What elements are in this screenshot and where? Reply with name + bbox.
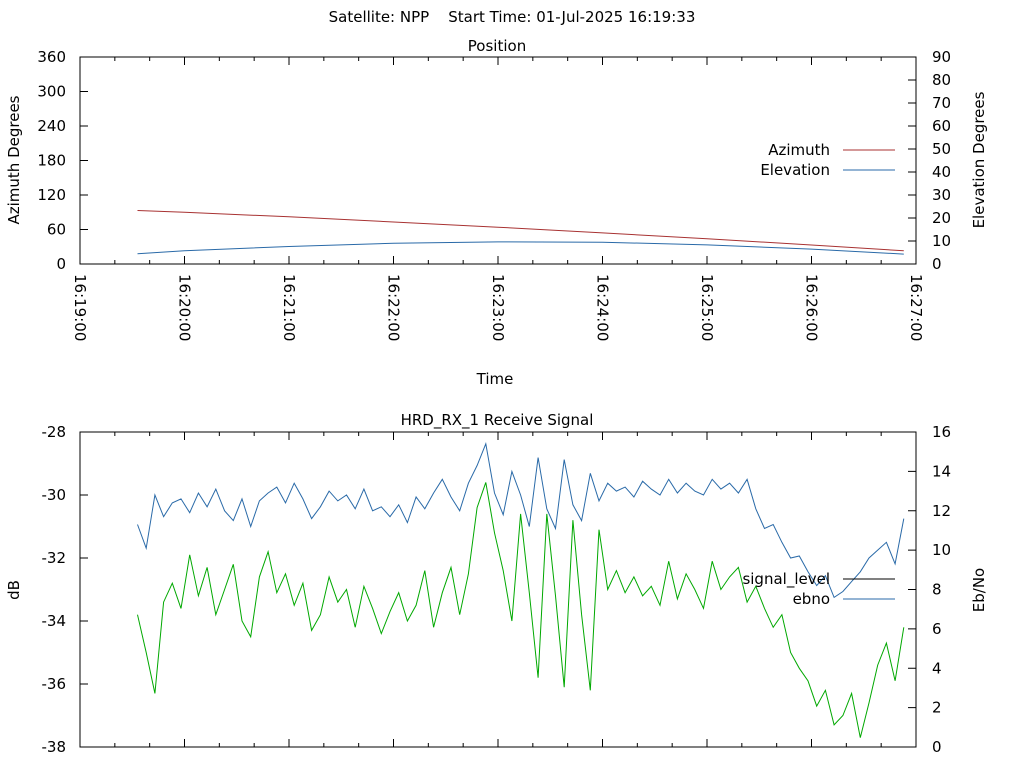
legend-label: ebno <box>793 590 830 608</box>
y-tick-label: 300 <box>37 83 66 101</box>
signal-y-ticks: -38 -36 -34 -32 -30 -28 <box>42 423 88 756</box>
y2-tick-label: 50 <box>932 140 951 158</box>
y2-tick-label: 6 <box>932 620 942 638</box>
x-tick-label: 16:25:00 <box>698 274 716 341</box>
x-tick-label: 16:27:00 <box>907 274 925 341</box>
y-tick-label: 360 <box>37 48 66 66</box>
y2-tick-label: 20 <box>932 209 951 227</box>
signal-panel: HRD_RX_1 Receive Signal -38-36-34-32-30-… <box>5 411 988 756</box>
legend-label: Azimuth <box>768 141 830 159</box>
y2-tick-label: 10 <box>932 541 951 559</box>
y2-tick-label: 4 <box>932 659 942 677</box>
y2-tick-label: 14 <box>932 462 951 480</box>
y2-tick-label: 80 <box>932 71 951 89</box>
position-y-axis-label: Azimuth Degrees <box>5 95 23 224</box>
y2-tick-label: 40 <box>932 163 951 181</box>
position-y2-ticks: 0 10 20 30 40 50 60 70 80 90 <box>908 48 951 273</box>
y2-tick-label: 70 <box>932 94 951 112</box>
signal-y-axis-label: dB <box>5 580 23 600</box>
legend-label: Elevation <box>760 161 830 179</box>
signal-x-ticks <box>79 432 917 747</box>
position-y2-axis-label: Elevation Degrees <box>970 91 988 228</box>
x-tick-label: 16:23:00 <box>489 274 507 341</box>
y2-tick-label: 12 <box>932 502 951 520</box>
y-tick-label: -30 <box>42 486 67 504</box>
y-tick-label: -38 <box>42 738 67 756</box>
y-tick-label: -36 <box>42 675 67 693</box>
y-tick-label: 0 <box>56 255 66 273</box>
series-line-elevation <box>137 241 904 255</box>
y-tick-label: -28 <box>42 423 67 441</box>
y2-tick-label: 90 <box>932 48 951 66</box>
page-title: Satellite: NPP Start Time: 01-Jul-2025 1… <box>329 8 696 26</box>
x-tick-label: 16:26:00 <box>803 274 821 341</box>
series-line-ebno <box>137 441 905 599</box>
y2-tick-label: 0 <box>932 738 942 756</box>
signal-y2-axis-label: Eb/No <box>970 568 988 612</box>
x-tick-label: 16:21:00 <box>280 274 298 341</box>
y2-tick-label: 0 <box>932 255 942 273</box>
y-tick-label: 60 <box>47 221 66 239</box>
x-tick-label: 16:24:00 <box>594 274 612 341</box>
x-tick-label: 16:20:00 <box>176 274 194 341</box>
position-x-ticks: 16:19:00 16:20:00 16:21:00 16:22:00 16:23:00… <box>71 57 925 341</box>
position-panel: Position 16:19:00 16:20:00 16:21:00 16:22:0… <box>5 37 988 388</box>
signal-chart-title: HRD_RX_1 Receive Signal <box>401 411 594 430</box>
x-tick-label: 16:19:00 <box>71 274 89 341</box>
position-series <box>137 210 904 255</box>
position-chart-title: Position <box>468 37 526 55</box>
signal-plot-frame <box>79 431 917 748</box>
y2-tick-label: 60 <box>932 117 951 135</box>
y2-tick-label: 2 <box>932 699 942 717</box>
y-tick-label: -34 <box>42 612 67 630</box>
y-tick-label: 120 <box>37 186 66 204</box>
y2-tick-label: 10 <box>932 232 951 250</box>
signal-y2-ticks: 0 2 4 6 8 10 12 14 16 <box>908 423 951 756</box>
series-line-azimuth <box>137 210 904 252</box>
position-x-axis-label: Time <box>476 370 514 388</box>
y-tick-label: -32 <box>42 549 67 567</box>
position-y-ticks: 0 60 120 180 240 300 360 <box>37 48 88 273</box>
x-tick-label: 16:22:00 <box>385 274 403 341</box>
y2-tick-label: 16 <box>932 423 951 441</box>
y2-tick-label: 30 <box>932 186 951 204</box>
position-legend: Azimuth Elevation <box>760 141 895 179</box>
y-tick-label: 180 <box>37 152 66 170</box>
series-line-signal-level <box>137 482 905 738</box>
y2-tick-label: 8 <box>932 581 942 599</box>
y-tick-label: 240 <box>37 117 66 135</box>
signal-series <box>137 441 905 738</box>
legend-label: signal_level <box>742 570 830 589</box>
